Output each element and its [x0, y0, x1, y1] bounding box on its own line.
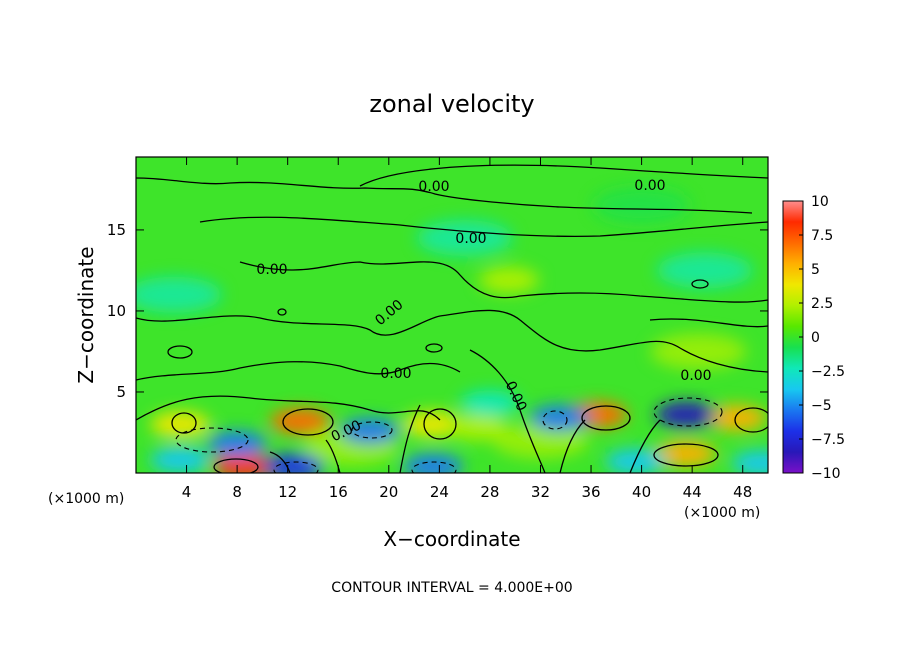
x-tick-label: 28 [480, 483, 499, 501]
velocity-feature [650, 333, 747, 370]
colorbar-ticks: 10 7.5 5 2.5 0 −2.5 −5 −7.5 −10 [799, 194, 845, 482]
contour-line [581, 405, 631, 431]
x-tick-label: 44 [683, 483, 702, 501]
x-tick-label: 12 [278, 483, 297, 501]
contour-line [469, 349, 546, 473]
x-tick-label: 24 [430, 483, 449, 501]
velocity-field [136, 187, 768, 473]
x-tick-label: 48 [733, 483, 752, 501]
colorbar-tick-label: −10 [811, 466, 841, 482]
negative-contours [175, 397, 723, 473]
velocity-feature [136, 276, 222, 313]
contour-line [269, 451, 291, 473]
contour-line [649, 318, 768, 328]
contour-label: 0.00 [455, 231, 486, 247]
contour-label: 0.00 [418, 179, 449, 195]
contour-line [136, 395, 441, 421]
contour-line [691, 279, 709, 289]
y-axis-ticks: 5 10 15 [107, 221, 768, 401]
contour-line [411, 461, 457, 473]
contour-line [359, 164, 768, 187]
x-tick-label: 32 [531, 483, 550, 501]
velocity-feature [403, 453, 464, 473]
contour-interval-note: CONTOUR INTERVAL = 4.000E+00 [331, 580, 572, 596]
contour-line [239, 261, 768, 303]
contour-label: 0.00 [256, 262, 287, 278]
velocity-feature [655, 440, 716, 467]
contour-line [559, 419, 586, 473]
y-tick-label: 5 [116, 383, 126, 401]
velocity-feature [207, 430, 268, 457]
contour-line [734, 407, 768, 433]
contour-label: 0.00 [634, 178, 665, 194]
contour-line [351, 421, 393, 439]
velocity-feature [447, 414, 508, 441]
contour-line [282, 408, 334, 436]
contour-line [167, 345, 193, 359]
contour-line [542, 410, 568, 430]
colorbar-tick-label: 7.5 [811, 228, 833, 244]
plot-frame [135, 156, 769, 474]
velocity-feature [655, 401, 716, 428]
chart-title: zonal velocity [369, 90, 534, 118]
contour-line [136, 361, 461, 381]
velocity-feature [270, 408, 331, 435]
velocity-feature [478, 267, 539, 294]
x-tick-label: 20 [379, 483, 398, 501]
contour-line [653, 397, 723, 427]
velocity-feature [593, 187, 690, 224]
contour-line [273, 461, 319, 473]
velocity-feature [529, 404, 590, 431]
velocity-feature [459, 390, 520, 417]
velocity-feature [150, 447, 211, 473]
colorbar-tick-label: 10 [811, 194, 829, 210]
contour-line [653, 443, 719, 467]
contour-line [175, 427, 249, 453]
velocity-feature [492, 422, 589, 459]
y-tick-label: 15 [107, 221, 126, 239]
x-tick-label: 16 [329, 483, 348, 501]
colorbar-tick-label: 0 [811, 330, 820, 346]
velocity-feature [656, 252, 753, 289]
velocity-feature [731, 450, 768, 473]
velocity-feature [150, 411, 211, 438]
contour-label: 0.00 [380, 366, 411, 382]
colorbar-tick-label: −7.5 [811, 432, 845, 448]
contour-line [399, 404, 421, 473]
x-unit-right: (×1000 m) [684, 505, 760, 521]
x-tick-label: 36 [581, 483, 600, 501]
contour-line [325, 439, 341, 473]
contour-lines [136, 164, 768, 473]
x-tick-label: 4 [182, 483, 192, 501]
contour-line [136, 309, 768, 373]
x-tick-label: 8 [232, 483, 242, 501]
contour-line [423, 408, 457, 440]
contour-line [629, 419, 661, 473]
y-axis-label: Z−coordinate [74, 246, 98, 383]
colorbar-tick-label: 5 [811, 262, 820, 278]
y-tick-label: 10 [107, 302, 126, 320]
colorbar-tick-label: −5 [811, 398, 832, 414]
contour-line [136, 177, 753, 214]
velocity-feature [706, 404, 767, 431]
plot-area: 0.00 0.000.000.000.000.00 0.000.000.00 [136, 157, 768, 473]
contour-line [425, 343, 443, 353]
colorbar-tick-label: −2.5 [811, 364, 845, 380]
x-axis-ticks: 4 8 12 16 20 24 28 32 36 40 44 48 [182, 157, 752, 501]
colorbar: 10 7.5 5 2.5 0 −2.5 −5 −7.5 −10 [782, 194, 845, 482]
x-unit-left: (×1000 m) [48, 491, 124, 507]
contour-line [199, 216, 768, 238]
x-axis-label: X−coordinate [383, 527, 520, 551]
contour-line [213, 458, 259, 473]
contour-line [277, 308, 287, 316]
velocity-feature [403, 411, 464, 438]
colorbar-tick-label: 2.5 [811, 296, 833, 312]
contour-label: 0.00 [680, 368, 711, 384]
x-tick-label: 40 [632, 483, 651, 501]
velocity-feature [264, 453, 324, 473]
